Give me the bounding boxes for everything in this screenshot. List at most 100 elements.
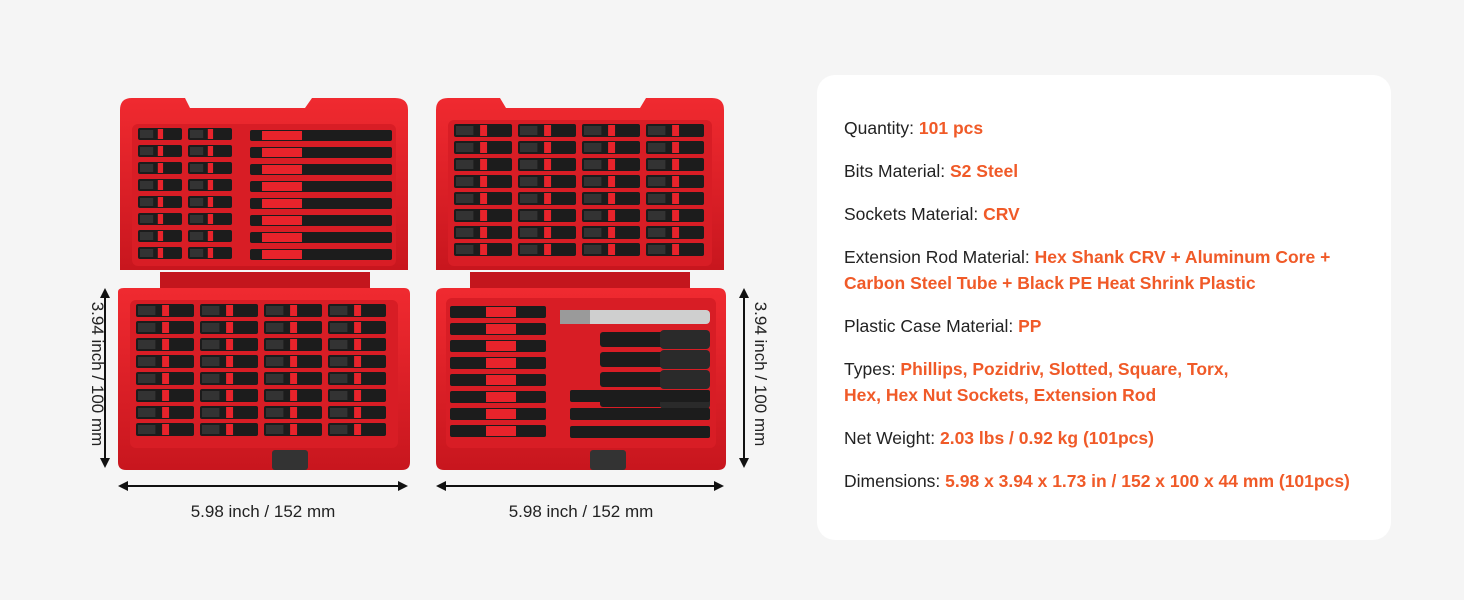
long-bit-icon	[450, 323, 546, 335]
bit-icon	[646, 141, 704, 154]
bit-icon	[138, 196, 182, 208]
bit-icon	[264, 338, 322, 351]
spec-quantity: Quantity: 101 pcs	[844, 115, 1371, 141]
specifications-card: Quantity: 101 pcs Bits Material: S2 Stee…	[817, 75, 1391, 540]
bit-icon	[136, 304, 194, 317]
bit-icon	[200, 355, 258, 368]
bit-icon	[138, 145, 182, 157]
bit-icon	[188, 145, 232, 157]
spec-value: CRV	[983, 204, 1020, 224]
spec-plastic-case-material: Plastic Case Material: PP	[844, 313, 1371, 339]
bit-icon	[582, 226, 640, 239]
long-bit-icon	[450, 425, 546, 437]
spec-types: Types: Phillips, Pozidriv, Slotted, Squa…	[844, 356, 1371, 408]
hex-socket-icon	[600, 330, 710, 349]
bit-icon	[264, 406, 322, 419]
bit-icon	[264, 304, 322, 317]
bit-icon	[188, 230, 232, 242]
bit-icon	[582, 124, 640, 137]
product-image-area: 5.98 inch / 152 mm 5.98 inch / 152 mm 3.…	[88, 98, 770, 521]
hex-socket-icon	[600, 350, 710, 369]
bit-icon	[136, 355, 194, 368]
bit-icon	[188, 196, 232, 208]
bit-icon	[328, 355, 386, 368]
bit-icon	[138, 213, 182, 225]
bit-icon	[136, 372, 194, 385]
left-case-width-label: 5.98 inch / 152 mm	[190, 502, 336, 521]
bit-icon	[454, 243, 512, 256]
spec-label: Net Weight:	[844, 428, 940, 448]
long-bit-icon	[250, 232, 392, 243]
left-case-latch	[272, 450, 308, 470]
bit-icon	[646, 192, 704, 205]
hex-socket-icon	[600, 370, 710, 389]
bit-icon	[582, 158, 640, 171]
spec-value-cont: Carbon Steel Tube + Black PE Heat Shrink…	[844, 273, 1256, 293]
bit-set-cases-illustration	[100, 98, 749, 491]
bit-icon	[646, 175, 704, 188]
long-bit-icon	[250, 249, 392, 260]
bit-icon	[138, 230, 182, 242]
bit-icon	[518, 209, 576, 222]
bit-icon	[454, 158, 512, 171]
bit-icon	[646, 209, 704, 222]
bit-icon	[518, 141, 576, 154]
bit-icon	[328, 338, 386, 351]
bit-icon	[582, 141, 640, 154]
right-case-height-label: 3.94 inch / 100 mm	[751, 301, 770, 447]
bit-icon	[136, 389, 194, 402]
bit-icon	[136, 321, 194, 334]
bit-icon	[570, 408, 710, 420]
bit-icon	[570, 426, 710, 438]
bit-icon	[188, 128, 232, 140]
spec-net-weight: Net Weight: 2.03 lbs / 0.92 kg (101pcs)	[844, 425, 1371, 451]
spec-value-cont: Hex, Hex Nut Sockets, Extension Rod	[844, 385, 1157, 405]
spec-sockets-material: Sockets Material: CRV	[844, 201, 1371, 227]
spec-value: 101 pcs	[918, 118, 984, 138]
left-case-top	[120, 98, 408, 270]
spec-value: S2 Steel	[950, 161, 1019, 181]
bit-icon	[582, 192, 640, 205]
long-bit-icon	[250, 147, 392, 158]
bit-icon	[646, 226, 704, 239]
bit-icon	[264, 321, 322, 334]
spec-value: 2.03 lbs / 0.92 kg (101pcs)	[939, 428, 1154, 448]
bit-icon	[200, 321, 258, 334]
bit-icon	[518, 226, 576, 239]
bit-icon	[518, 124, 576, 137]
bit-icon	[328, 406, 386, 419]
long-bit-icon	[450, 306, 546, 318]
bit-icon	[188, 247, 232, 259]
bit-icon	[454, 209, 512, 222]
spec-label: Quantity:	[844, 118, 919, 138]
right-case-top	[436, 98, 724, 270]
long-bit-icon	[450, 340, 546, 352]
long-bit-icon	[450, 408, 546, 420]
left-case-hinge	[160, 272, 370, 288]
bit-icon	[200, 423, 258, 436]
long-bit-icon	[250, 215, 392, 226]
long-bit-icon	[250, 198, 392, 209]
spec-label: Dimensions:	[844, 471, 946, 491]
right-case-hinge	[470, 272, 690, 288]
bit-icon	[200, 389, 258, 402]
bit-icon	[200, 372, 258, 385]
bit-icon	[188, 162, 232, 174]
right-case-bottom	[436, 288, 726, 470]
bit-icon	[188, 213, 232, 225]
bit-icon	[200, 338, 258, 351]
bit-icon	[454, 192, 512, 205]
bit-icon	[138, 128, 182, 140]
bit-icon	[136, 406, 194, 419]
bit-icon	[518, 158, 576, 171]
bit-icon	[582, 175, 640, 188]
long-bit-icon	[450, 374, 546, 386]
long-bit-icon	[450, 391, 546, 403]
dimension-arrows	[100, 288, 749, 491]
spec-label: Plastic Case Material:	[844, 316, 1019, 336]
bit-icon	[264, 355, 322, 368]
left-case-bottom	[118, 288, 410, 470]
spec-extension-rod-material: Extension Rod Material: Hex Shank CRV + …	[844, 244, 1371, 296]
spec-bits-material: Bits Material: S2 Steel	[844, 158, 1371, 184]
spec-dimensions: Dimensions: 5.98 x 3.94 x 1.73 in / 152 …	[844, 468, 1371, 494]
